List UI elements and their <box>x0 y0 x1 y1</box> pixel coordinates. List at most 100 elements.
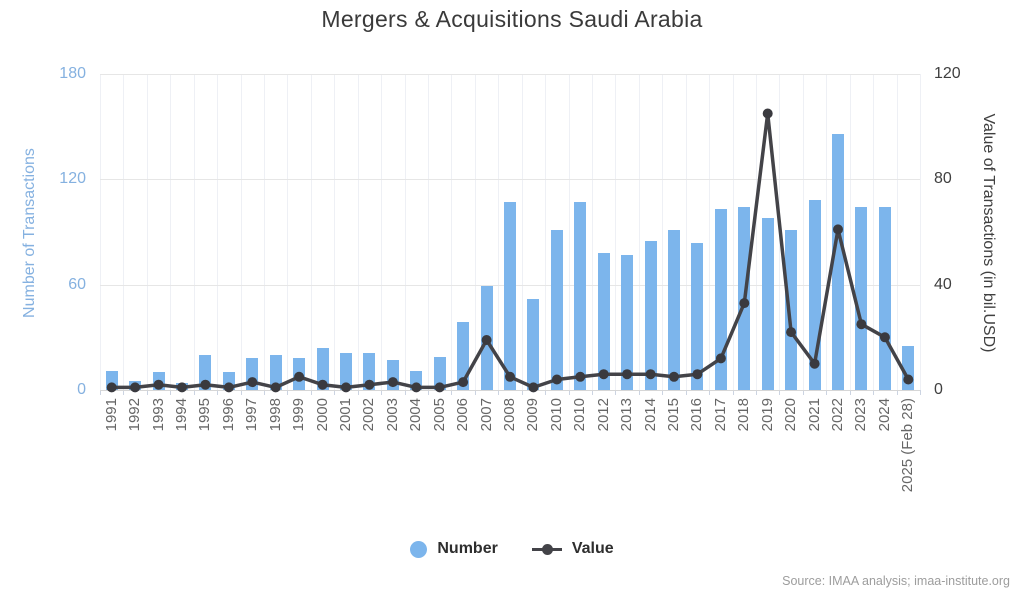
line-point-1996[interactable] <box>223 382 234 393</box>
x-axis-tick <box>123 390 125 395</box>
bar-2014[interactable] <box>644 240 657 390</box>
x-axis-tick <box>545 390 547 395</box>
vertical-gridline <box>428 74 429 390</box>
x-axis-label: 2007 <box>477 398 495 432</box>
vertical-gridline <box>545 74 547 390</box>
x-axis-line <box>100 390 920 391</box>
line-point-2008[interactable] <box>505 371 515 382</box>
x-axis-tick <box>310 390 312 395</box>
vertical-gridline <box>732 74 734 390</box>
x-axis-tick <box>779 390 781 395</box>
x-axis-label: 1992 <box>126 398 144 432</box>
x-axis-label: 1993 <box>149 398 167 432</box>
vertical-gridline <box>381 74 383 390</box>
line-point-2006[interactable] <box>458 377 469 388</box>
line-point-2005[interactable] <box>434 382 445 393</box>
vertical-gridline <box>521 74 523 390</box>
x-axis-tick <box>920 390 921 395</box>
bar-2016[interactable] <box>691 242 704 390</box>
bar-2008[interactable] <box>504 202 516 390</box>
line-point-2023[interactable] <box>856 319 867 330</box>
legend-item-number[interactable]: Number <box>410 540 498 558</box>
line-point-2015[interactable] <box>669 371 679 382</box>
line-point-1991[interactable] <box>106 382 117 393</box>
bar-2015[interactable] <box>668 230 680 390</box>
line-point-1992[interactable] <box>130 382 141 393</box>
y-axis-tick-left: 60 <box>68 275 86 293</box>
bar-2022[interactable] <box>832 133 844 390</box>
x-axis-tick <box>264 390 265 395</box>
x-axis-tick <box>474 390 476 395</box>
vertical-gridline <box>146 74 148 390</box>
line-point-1995[interactable] <box>200 379 211 390</box>
x-axis-label: 2003 <box>383 398 401 432</box>
x-axis-label: 1999 <box>290 398 308 432</box>
line-point-2017[interactable] <box>715 353 726 364</box>
line-point-1994[interactable] <box>177 382 187 393</box>
line-point-2020[interactable] <box>786 327 797 338</box>
x-axis-tick <box>732 390 734 395</box>
bar-2024[interactable] <box>878 207 891 390</box>
x-axis-label: 2021 <box>805 398 823 432</box>
bar-2023[interactable] <box>855 207 868 390</box>
vertical-gridline <box>240 74 242 390</box>
line-point-2010[interactable] <box>575 371 586 382</box>
vertical-gridline <box>404 74 406 390</box>
legend-item-value[interactable]: Value <box>531 540 614 558</box>
line-point-1999[interactable] <box>294 371 305 382</box>
line-point-2013[interactable] <box>622 369 633 380</box>
line-point-2024[interactable] <box>879 332 890 343</box>
x-axis-label: 2017 <box>711 398 729 432</box>
line-point-2016[interactable] <box>692 369 703 380</box>
vertical-gridline <box>779 74 781 390</box>
line-point-2019[interactable] <box>762 108 773 119</box>
legend-label-number: Number <box>437 540 498 557</box>
horizontal-gridline <box>100 74 920 75</box>
bar-2020[interactable] <box>785 230 798 390</box>
line-point-2004[interactable] <box>411 382 422 393</box>
x-axis-tick <box>334 390 336 395</box>
line-point-2001[interactable] <box>341 382 351 393</box>
line-point-2002[interactable] <box>364 379 375 390</box>
line-point-2012[interactable] <box>598 369 609 380</box>
x-axis-label: 1997 <box>243 398 261 432</box>
x-axis-label: 2010 <box>547 398 565 432</box>
number-series-swatch <box>410 540 428 558</box>
line-point-2018[interactable] <box>739 298 750 309</box>
line-point-2025 (Feb 28)[interactable] <box>903 374 914 385</box>
line-point-1993[interactable] <box>153 379 164 390</box>
vertical-gridline <box>100 74 101 390</box>
line-point-2003[interactable] <box>387 377 398 388</box>
x-axis-tick <box>685 390 687 395</box>
line-point-2021[interactable] <box>809 358 820 369</box>
vertical-gridline <box>756 74 757 390</box>
vertical-gridline <box>896 74 898 390</box>
x-axis-tick <box>381 390 383 395</box>
vertical-gridline <box>451 74 453 390</box>
line-point-2000[interactable] <box>317 379 328 390</box>
bar-2009[interactable] <box>527 298 540 390</box>
line-point-2014[interactable] <box>645 369 656 380</box>
bar-2019[interactable] <box>761 218 774 390</box>
line-point-1997[interactable] <box>247 377 258 388</box>
x-axis-label: 1994 <box>173 398 190 432</box>
x-axis-tick <box>146 390 148 395</box>
x-axis-tick <box>826 390 828 395</box>
bar-2010[interactable] <box>574 202 587 390</box>
bar-2010[interactable] <box>550 230 563 390</box>
line-point-2009[interactable] <box>528 382 539 393</box>
vertical-gridline <box>498 74 500 390</box>
x-axis-label: 1998 <box>266 398 284 432</box>
horizontal-gridline <box>100 179 920 181</box>
legend: Number Value <box>0 540 1024 558</box>
line-point-2010[interactable] <box>551 374 562 385</box>
vertical-gridline <box>849 74 851 390</box>
x-axis-tick <box>193 390 195 395</box>
line-point-1998[interactable] <box>270 382 281 393</box>
line-point-2022[interactable] <box>833 224 843 235</box>
y-axis-tick-right: 120 <box>934 65 961 82</box>
x-axis-label: 2016 <box>688 398 706 432</box>
right-axis-title: Value of Transactions (in bil.USD) <box>980 113 997 353</box>
line-point-2007[interactable] <box>481 335 492 345</box>
